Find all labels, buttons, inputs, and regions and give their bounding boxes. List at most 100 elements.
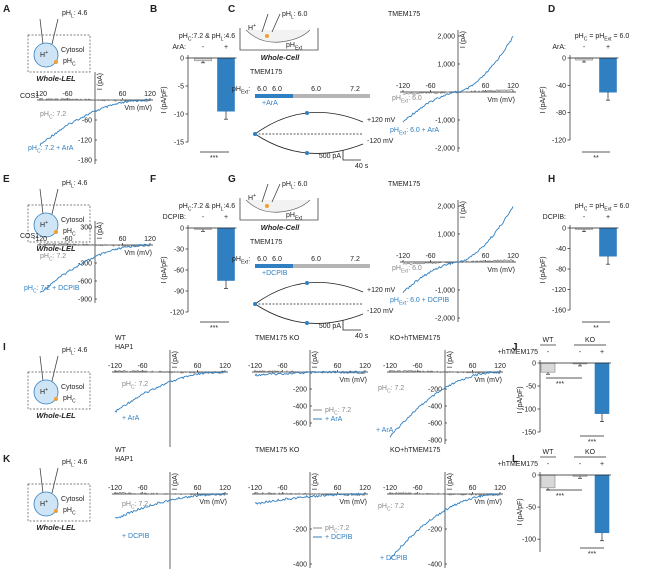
text-part: pH [179, 33, 188, 40]
cytosol-ph: pHC [63, 395, 76, 405]
panel-label: A [3, 4, 10, 15]
text-part: Ext [295, 216, 303, 222]
plot-title: TMEM175 KO [255, 335, 300, 342]
drug-label: +DCPIB [262, 270, 288, 277]
scale-bar [342, 150, 361, 161]
y-tick-label: -300 [78, 261, 92, 268]
y-tick-label: -180 [78, 158, 92, 165]
text-part: : 4.6 [74, 10, 88, 17]
panel-label: C [228, 4, 235, 15]
config-label: Whole-LEL [36, 74, 76, 83]
y-tick-label: 0 [180, 226, 184, 233]
significance: *** [588, 439, 596, 446]
x-tick-label: -60 [62, 236, 72, 243]
text-part: : 6.0 [294, 181, 308, 188]
y-tick-label: -400 [293, 562, 307, 569]
y-tick-label: -40 [556, 246, 566, 253]
y-tick-label: -1,000 [435, 288, 455, 295]
x-tick-label: 120 [359, 485, 371, 492]
ramp-trace [254, 112, 364, 154]
y-tick-label: -800 [428, 438, 442, 445]
ramp-point [305, 321, 309, 325]
text-part: : 4.6 [74, 459, 88, 466]
compartment-label: Cytosol [61, 496, 85, 503]
protein-label: TMEM175 [250, 69, 282, 76]
text-part: C [37, 149, 41, 155]
panel-label: L [512, 454, 518, 465]
bar [540, 474, 556, 489]
y-tick-label: -5 [178, 84, 184, 91]
text-part: C [72, 232, 76, 238]
scale-label: 500 pA [319, 153, 342, 160]
text-part: : 7.2 [135, 501, 149, 508]
plot-subtitle: HAP1 [115, 456, 133, 463]
text-part: pH [62, 10, 71, 17]
x-tick-label: -60 [425, 253, 435, 260]
x-tick-label: 60 [482, 253, 490, 260]
text-part: C [72, 62, 76, 68]
text-part: : 4.6 [74, 347, 88, 354]
legend-entry: + ArA [122, 415, 140, 422]
ramp-point [305, 151, 309, 155]
lysosome-box [27, 34, 91, 73]
text-part: pH [390, 127, 399, 134]
x-tick-label: 120 [507, 253, 519, 260]
text-part: + [45, 220, 48, 226]
y-tick-label: -10 [174, 112, 184, 119]
y-tick-label: -900 [78, 297, 92, 304]
plot-title: WT [115, 447, 127, 454]
text-part: :4.6 [223, 203, 235, 210]
cell [239, 198, 319, 221]
x-axis-label: Vm (mV) [474, 377, 502, 384]
y-tick-label: 300 [80, 225, 92, 232]
legend-entry: pHC: 7.2 [378, 503, 404, 513]
legend-entry: pHC: 7.2 [122, 501, 148, 511]
y-tick-label: -600 [293, 421, 307, 428]
text-part: C [188, 37, 192, 43]
x-tick-label: 60 [334, 485, 342, 492]
significance: ** [593, 325, 599, 332]
text-part: L [71, 14, 74, 20]
y-tick-label: -150 [522, 430, 536, 437]
legend-entry: pHC: 7.2 [40, 253, 66, 263]
y-axis-label: I (pA/pF) [517, 498, 524, 525]
significance: *** [556, 493, 564, 500]
text-part: Ext [241, 90, 249, 96]
text-part: = 6.0 [612, 203, 630, 210]
ramp-label: -120 mV [367, 138, 394, 145]
legend-entry: pHExt: 6.0 + DCPIB [390, 297, 450, 307]
protocol-step: 7.2 [350, 86, 360, 93]
panel-title: pHC:7.2 & pHL:4.6 [179, 203, 235, 213]
y-tick-label: 0 [562, 226, 566, 233]
x-tick-label: -120 [396, 253, 410, 260]
text-part: pH [286, 42, 295, 49]
y-tick-label: 0 [180, 56, 184, 63]
legend-entry: pHC: 7.2 + ArA [28, 145, 74, 155]
text-part: pH [40, 111, 49, 118]
ion-label: H+ [40, 387, 48, 396]
x-axis-label: Vm (mV) [487, 267, 515, 274]
text-part: C [584, 207, 588, 213]
drug-bar [255, 264, 293, 268]
pipette-ph: pHL: 4.6 [62, 10, 87, 20]
text-part: Ext [399, 301, 407, 307]
x-axis-label: Vm (mV) [339, 377, 367, 384]
text-part: pH [179, 203, 188, 210]
text-part: C [334, 411, 338, 417]
x-tick-label: -120 [108, 485, 122, 492]
drug-label: +ArA [262, 100, 278, 107]
y-tick-label: -50 [526, 384, 536, 391]
compartment-label: Cytosol [61, 47, 85, 54]
condition-label: + [606, 214, 610, 221]
text-part: pH [62, 459, 71, 466]
text-part: L [291, 15, 294, 21]
legend-entry: pHExt: 6.0 [392, 95, 422, 105]
x-axis-label: Vm (mV) [199, 499, 227, 506]
panel-label: I [3, 342, 6, 353]
text-part: pH [392, 265, 401, 272]
text-part: pH [63, 395, 72, 402]
pipette-ph: pHL: 6.0 [282, 181, 307, 191]
legend-entry: + DCPIB [122, 533, 150, 540]
ion-label: H+ [40, 50, 48, 59]
